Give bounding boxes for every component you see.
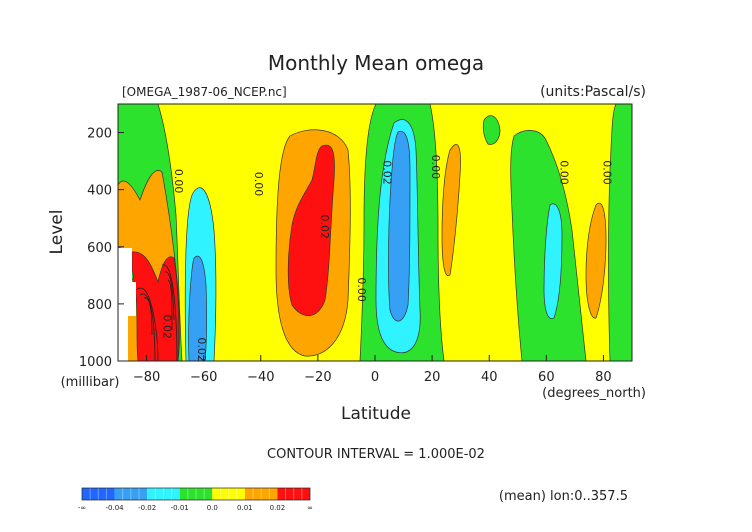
contour-label: 0.02 [381,160,394,185]
x-tick-label: −60 [190,370,217,385]
x-tick-label: −40 [247,370,274,385]
x-tick-label: 60 [538,370,555,385]
colorbar-label: ∞ [307,504,313,512]
region-cyan-60n [543,203,563,320]
y-tick-label: 600 [87,241,112,256]
colorbar-label: -0.04 [106,504,125,512]
contour-label: 0.00 [355,277,368,302]
colorbar-frame [81,487,311,501]
colorbar: -∞ -0.04 -0.02 -0.01 0.0 0.01 0.02 ∞ [78,487,313,512]
colorbar-label: 0.01 [237,504,253,512]
colorbar-label: 0.0 [207,504,218,512]
x-tick-label: 80 [595,370,612,385]
colorbar-label: 0.02 [270,504,286,512]
contour-label: 0.02 [318,215,331,240]
contour-label: 0.00 [172,169,185,194]
y-tick-label: 200 [87,127,112,142]
colorbar-swatch [244,488,278,500]
footer-note: (mean) lon:0..357.5 [499,489,628,504]
y-tick-label: 800 [87,298,112,313]
colorbar-swatch [277,488,310,500]
region-red-sw [131,251,180,361]
region-green-85n [608,104,632,361]
x-tick-label: −20 [304,370,331,385]
colorbar-swatch [82,488,115,500]
colorbar-swatch [212,488,245,500]
contour-label: 0.00 [600,160,613,185]
x-tick-label: 40 [481,370,498,385]
contour-labels: 0.00 0.00 0.02 0.00 0.02 0.00 0.00 0.00 0.02 0.02 [161,155,614,362]
x-tick-label: −80 [133,370,160,385]
region-blue-eq [388,130,411,322]
y-tick-label: 1000 [79,355,112,370]
x-axis: −80 −60 −40 −20 0 20 40 60 80 [133,355,612,385]
units-label: (units:Pascal/s) [540,84,646,100]
contour-label: 0.02 [195,337,208,362]
region-orange-73n [585,202,607,319]
colorbar-swatch [147,488,180,500]
y-units-label: (millibar) [61,375,120,390]
y-tick-label: 400 [87,184,112,199]
colorbar-label: -∞ [78,504,86,512]
region-blue-60s [188,255,208,361]
file-label: [OMEGA_1987-06_NCEP.nc] [122,85,287,99]
contour-label: 0.00 [252,172,265,197]
plot-area [117,103,633,362]
region-red-20s [287,144,335,316]
colorbar-swatch [114,488,148,500]
chart-title: Monthly Mean omega [268,51,484,75]
y-axis: 200 400 600 800 1000 [79,127,124,370]
colorbar-swatch [179,488,213,500]
region-missing-data [118,248,136,361]
region-green-45n [482,115,501,145]
x-axis-title: Latitude [341,404,411,424]
contour-label: 0.00 [429,155,442,180]
dense-contour-lines [135,264,178,361]
region-orange-27n [441,144,461,277]
colorbar-label: -0.01 [171,504,189,512]
x-tick-label: 20 [424,370,441,385]
contour-label: 0.02 [161,314,174,339]
colorbar-label: -0.02 [138,504,156,512]
x-tick-label: 0 [371,370,379,385]
x-units-label: (degrees_north) [542,386,646,401]
y-axis-title: Level [47,210,67,255]
contour-label: 0.00 [558,160,571,185]
contour-interval-label: CONTOUR INTERVAL = 1.000E-02 [267,447,485,462]
